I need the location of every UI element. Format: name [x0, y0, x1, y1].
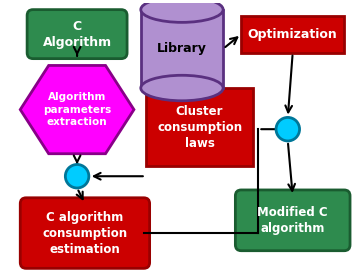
Polygon shape — [20, 65, 134, 154]
Text: Modified C
algorithm: Modified C algorithm — [257, 206, 328, 235]
FancyBboxPatch shape — [235, 190, 350, 251]
FancyBboxPatch shape — [20, 198, 150, 268]
Text: Cluster
consumption
laws: Cluster consumption laws — [157, 105, 242, 150]
Ellipse shape — [141, 0, 223, 22]
Bar — [146, 88, 253, 166]
Text: C
Algorithm: C Algorithm — [42, 20, 112, 49]
Circle shape — [276, 117, 300, 141]
Ellipse shape — [141, 75, 223, 101]
Bar — [241, 16, 344, 53]
Text: C algorithm
consumption
estimation: C algorithm consumption estimation — [42, 211, 127, 256]
Text: Optimization: Optimization — [248, 28, 338, 41]
Circle shape — [65, 165, 89, 188]
Text: Library: Library — [157, 42, 207, 55]
Bar — [141, 10, 223, 88]
FancyBboxPatch shape — [27, 10, 127, 59]
Text: Algorithm
parameters
extraction: Algorithm parameters extraction — [43, 92, 111, 127]
